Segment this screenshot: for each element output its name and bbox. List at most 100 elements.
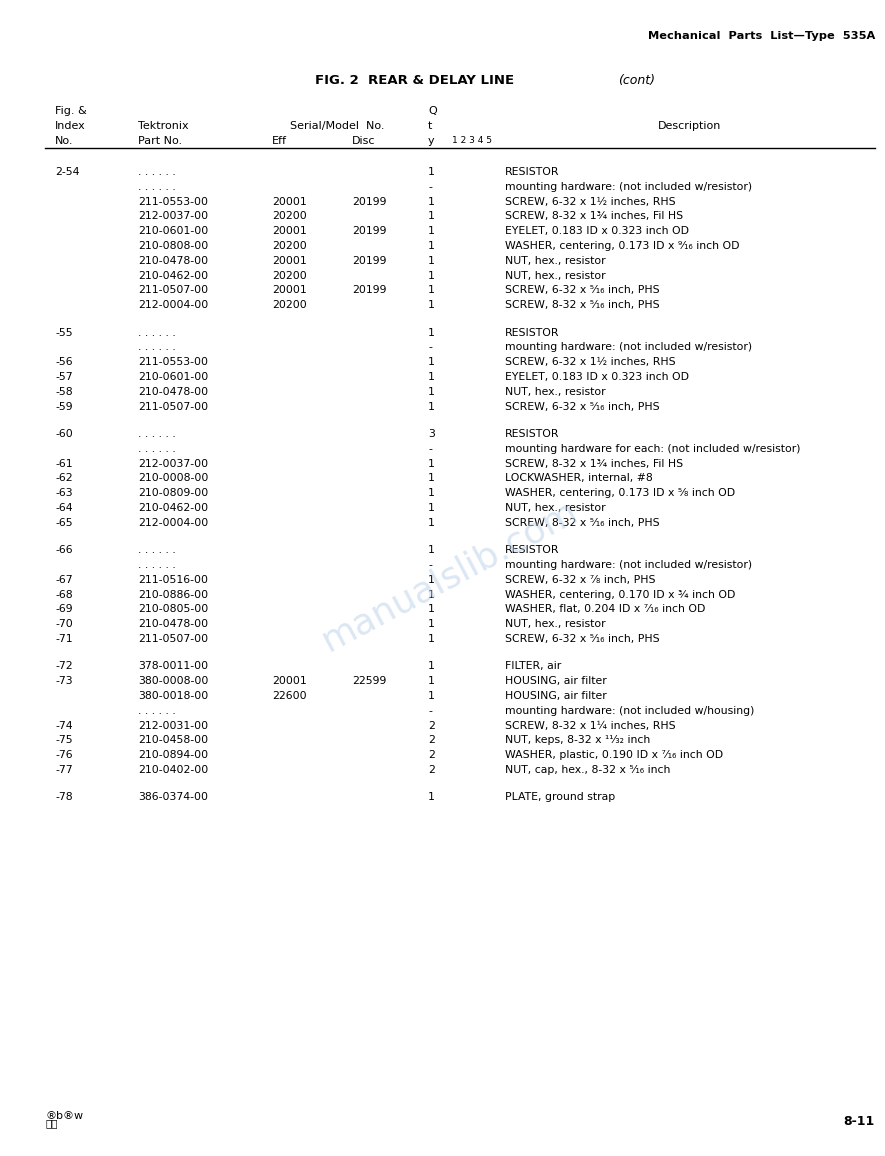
Text: -69: -69 — [55, 605, 73, 614]
Text: 20001: 20001 — [272, 227, 307, 236]
Text: 212-0031-00: 212-0031-00 — [138, 720, 208, 731]
Text: 210-0601-00: 210-0601-00 — [138, 372, 208, 381]
Text: 210-0894-00: 210-0894-00 — [138, 750, 208, 761]
Text: -: - — [428, 181, 432, 192]
Text: 386-0374-00: 386-0374-00 — [138, 792, 208, 802]
Text: 22600: 22600 — [272, 691, 306, 701]
Text: 211-0553-00: 211-0553-00 — [138, 197, 208, 207]
Text: -56: -56 — [55, 357, 73, 368]
Text: 22599: 22599 — [352, 676, 387, 687]
Text: mounting hardware: (not included w/resistor): mounting hardware: (not included w/resis… — [505, 560, 752, 570]
Text: RESISTOR: RESISTOR — [505, 546, 559, 555]
Text: 20001: 20001 — [272, 676, 307, 687]
Text: Description: Description — [658, 121, 721, 131]
Text: . . . . . .: . . . . . . — [138, 429, 176, 439]
Text: Fig. &: Fig. & — [55, 106, 87, 116]
Text: 378-0011-00: 378-0011-00 — [138, 661, 208, 672]
Text: WASHER, centering, 0.173 ID x ⁵⁄₈ inch OD: WASHER, centering, 0.173 ID x ⁵⁄₈ inch O… — [505, 488, 735, 498]
Text: 20200: 20200 — [272, 271, 307, 281]
Text: 1: 1 — [428, 357, 435, 368]
Text: 211-0507-00: 211-0507-00 — [138, 401, 208, 412]
Text: 210-0805-00: 210-0805-00 — [138, 605, 208, 614]
Text: SCREW, 6-32 x ⁵⁄₁₆ inch, PHS: SCREW, 6-32 x ⁵⁄₁₆ inch, PHS — [505, 286, 659, 296]
Text: 20199: 20199 — [352, 255, 387, 266]
Text: 210-0886-00: 210-0886-00 — [138, 590, 208, 600]
Text: -64: -64 — [55, 503, 73, 513]
Text: 210-0462-00: 210-0462-00 — [138, 271, 208, 281]
Text: -75: -75 — [55, 735, 73, 746]
Text: -70: -70 — [55, 620, 73, 629]
Text: 210-0462-00: 210-0462-00 — [138, 503, 208, 513]
Text: . . . . . .: . . . . . . — [138, 342, 176, 353]
Text: 212-0037-00: 212-0037-00 — [138, 212, 208, 222]
Text: 2-54: 2-54 — [55, 166, 80, 177]
Text: Q: Q — [428, 106, 437, 116]
Text: (cont): (cont) — [618, 74, 655, 87]
Text: 1: 1 — [428, 620, 435, 629]
Text: 380-0018-00: 380-0018-00 — [138, 691, 208, 701]
Text: 1: 1 — [428, 372, 435, 381]
Text: 1: 1 — [428, 792, 435, 802]
Text: Index: Index — [55, 121, 86, 131]
Text: EYELET, 0.183 ID x 0.323 inch OD: EYELET, 0.183 ID x 0.323 inch OD — [505, 227, 689, 236]
Text: SCREW, 6-32 x ⁵⁄₁₆ inch, PHS: SCREW, 6-32 x ⁵⁄₁₆ inch, PHS — [505, 633, 659, 644]
Text: RESISTOR: RESISTOR — [505, 429, 559, 439]
Text: 20200: 20200 — [272, 212, 307, 222]
Text: HOUSING, air filter: HOUSING, air filter — [505, 676, 607, 687]
Text: -71: -71 — [55, 633, 73, 644]
Text: 2: 2 — [428, 720, 435, 731]
Text: 1: 1 — [428, 166, 435, 177]
Text: SCREW, 8-32 x 1¾ inches, Fil HS: SCREW, 8-32 x 1¾ inches, Fil HS — [505, 459, 683, 468]
Text: SCREW, 8-32 x 1¾ inches, Fil HS: SCREW, 8-32 x 1¾ inches, Fil HS — [505, 212, 683, 222]
Text: 1: 1 — [428, 473, 435, 483]
Text: 20200: 20200 — [272, 301, 307, 310]
Text: -: - — [428, 560, 432, 570]
Text: NUT, hex., resistor: NUT, hex., resistor — [505, 387, 605, 397]
Text: 1: 1 — [428, 590, 435, 600]
Text: 20001: 20001 — [272, 286, 307, 296]
Text: WASHER, flat, 0.204 ID x ⁷⁄₁₆ inch OD: WASHER, flat, 0.204 ID x ⁷⁄₁₆ inch OD — [505, 605, 705, 614]
Text: 211-0516-00: 211-0516-00 — [138, 575, 208, 585]
Text: -: - — [428, 705, 432, 716]
Text: LOCKWASHER, internal, #8: LOCKWASHER, internal, #8 — [505, 473, 653, 483]
Text: 380-0008-00: 380-0008-00 — [138, 676, 208, 687]
Text: 1: 1 — [428, 459, 435, 468]
Text: 1: 1 — [428, 271, 435, 281]
Text: -57: -57 — [55, 372, 73, 381]
Text: 212-0004-00: 212-0004-00 — [138, 301, 208, 310]
Text: 1: 1 — [428, 488, 435, 498]
Text: -60: -60 — [55, 429, 73, 439]
Text: -67: -67 — [55, 575, 73, 585]
Text: 1: 1 — [428, 327, 435, 338]
Text: 211-0507-00: 211-0507-00 — [138, 286, 208, 296]
Text: -72: -72 — [55, 661, 73, 672]
Text: mounting hardware: (not included w/resistor): mounting hardware: (not included w/resis… — [505, 342, 752, 353]
Text: SCREW, 6-32 x 1½ inches, RHS: SCREW, 6-32 x 1½ inches, RHS — [505, 357, 675, 368]
Text: 2: 2 — [428, 765, 435, 775]
Text: 1: 1 — [428, 255, 435, 266]
Text: SCREW, 6-32 x ⁵⁄₁₆ inch, PHS: SCREW, 6-32 x ⁵⁄₁₆ inch, PHS — [505, 401, 659, 412]
Text: -76: -76 — [55, 750, 73, 761]
Text: y: y — [428, 136, 435, 146]
Text: SCREW, 8-32 x ⁵⁄₁₆ inch, PHS: SCREW, 8-32 x ⁵⁄₁₆ inch, PHS — [505, 301, 659, 310]
Text: 2: 2 — [428, 735, 435, 746]
Text: -61: -61 — [55, 459, 73, 468]
Text: 211-0553-00: 211-0553-00 — [138, 357, 208, 368]
Text: -55: -55 — [55, 327, 73, 338]
Text: . . . . . .: . . . . . . — [138, 166, 176, 177]
Text: 20001: 20001 — [272, 255, 307, 266]
Text: mounting hardware: (not included w/resistor): mounting hardware: (not included w/resis… — [505, 181, 752, 192]
Text: 1: 1 — [428, 503, 435, 513]
Text: 1: 1 — [428, 605, 435, 614]
Text: 3: 3 — [428, 429, 435, 439]
Text: -68: -68 — [55, 590, 73, 600]
Text: 1: 1 — [428, 676, 435, 687]
Text: NUT, hex., resistor: NUT, hex., resistor — [505, 255, 605, 266]
Text: t: t — [428, 121, 433, 131]
Text: 210-0601-00: 210-0601-00 — [138, 227, 208, 236]
Text: -74: -74 — [55, 720, 73, 731]
Text: Disc: Disc — [352, 136, 375, 146]
Text: 210-0478-00: 210-0478-00 — [138, 620, 208, 629]
Text: NUT, hex., resistor: NUT, hex., resistor — [505, 271, 605, 281]
Text: 2: 2 — [428, 750, 435, 761]
